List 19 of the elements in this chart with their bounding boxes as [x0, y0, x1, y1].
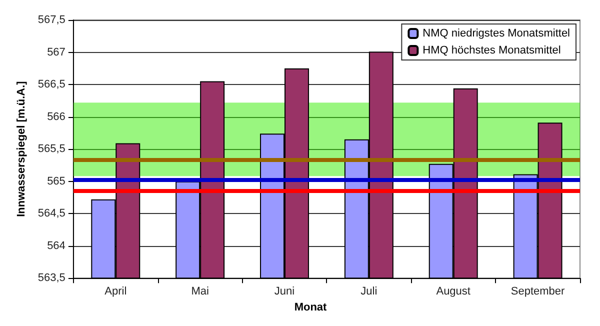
y-tick-label: 564,5 — [38, 208, 66, 220]
y-tick-label: 564 — [47, 240, 66, 252]
y-tick-label: 563,5 — [38, 272, 66, 284]
y-tick-label: 565,5 — [38, 143, 66, 156]
y-tick-label: 566 — [47, 110, 66, 123]
legend-label: HMQ höchstes Monatsmittel — [422, 44, 561, 56]
y-axis-title: Innwasserspiegel [m.ü.A.] — [16, 80, 28, 217]
legend-label: NMQ niedrigstes Monatsmittel — [422, 28, 570, 40]
y-tick-label: 567 — [47, 46, 66, 58]
x-tick-label: September — [510, 286, 566, 298]
x-tick-label: August — [436, 286, 470, 298]
x-tick-label: Juli — [360, 286, 378, 298]
x-tick-label: Mai — [191, 286, 209, 298]
x-tick-label: April — [104, 286, 127, 298]
x-axis-title: Monat — [294, 302, 328, 314]
y-tick-label: 567,5 — [38, 14, 66, 26]
y-tick-label: 566,5 — [38, 78, 66, 91]
x-tick-label: Juni — [274, 286, 295, 298]
y-tick-label: 565 — [47, 175, 66, 188]
